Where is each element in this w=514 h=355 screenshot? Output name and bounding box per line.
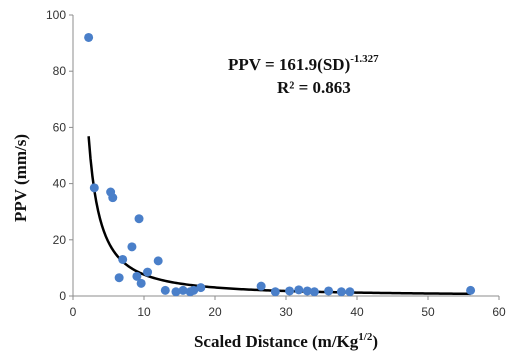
x-axis-title-superscript: 1/2	[358, 331, 373, 343]
x-axis-title-end: )	[372, 332, 378, 351]
x-tick-label: 0	[70, 305, 77, 319]
data-point	[134, 214, 144, 224]
data-point	[136, 278, 146, 288]
data-point	[285, 286, 295, 296]
data-point	[345, 287, 355, 297]
equation-exponent: -1.327	[350, 53, 379, 65]
data-point	[189, 285, 199, 295]
data-points	[84, 32, 476, 297]
x-tick-label: 50	[421, 305, 435, 319]
x-tick-label: 20	[208, 305, 222, 319]
data-point	[256, 281, 266, 291]
data-point	[89, 183, 99, 193]
data-point	[302, 286, 312, 296]
x-tick-label: 60	[492, 305, 506, 319]
data-point	[118, 254, 128, 264]
data-point	[153, 256, 163, 266]
data-point	[324, 286, 334, 296]
y-tick-label: 80	[53, 64, 67, 78]
data-point	[84, 32, 94, 42]
x-tick-label: 30	[279, 305, 293, 319]
y-tick-label: 20	[53, 233, 67, 247]
data-point	[270, 287, 280, 297]
r-squared-label: R² = 0.863	[277, 78, 351, 97]
data-point	[466, 285, 476, 295]
regression-equation: PPV = 161.9(SD)-1.327	[228, 53, 379, 74]
x-axis-title-main: Scaled Distance (m/Kg	[194, 332, 359, 351]
y-tick-label: 100	[46, 8, 66, 22]
y-axis-title: PPV (mm/s)	[11, 134, 30, 222]
data-point	[132, 271, 142, 281]
data-point	[178, 285, 188, 295]
x-tick-label: 10	[137, 305, 151, 319]
x-axis-title: Scaled Distance (m/Kg1/2)	[194, 331, 378, 351]
tick-labels: 0 20 40 60 80 100 0 10 20 30 40 50 60	[46, 8, 506, 319]
data-point	[336, 287, 346, 297]
data-point	[171, 287, 181, 297]
y-tick-label: 0	[59, 289, 66, 303]
data-point	[294, 285, 304, 295]
data-point	[114, 273, 124, 283]
data-point	[160, 285, 170, 295]
y-tick-label: 40	[53, 177, 67, 191]
data-point	[108, 193, 118, 203]
data-point	[309, 287, 319, 297]
data-point	[143, 267, 153, 277]
y-tick-label: 60	[53, 120, 67, 134]
data-point	[127, 242, 137, 252]
x-tick-label: 40	[350, 305, 364, 319]
data-point	[196, 283, 206, 293]
equation-main: PPV = 161.9(SD)	[228, 55, 350, 74]
